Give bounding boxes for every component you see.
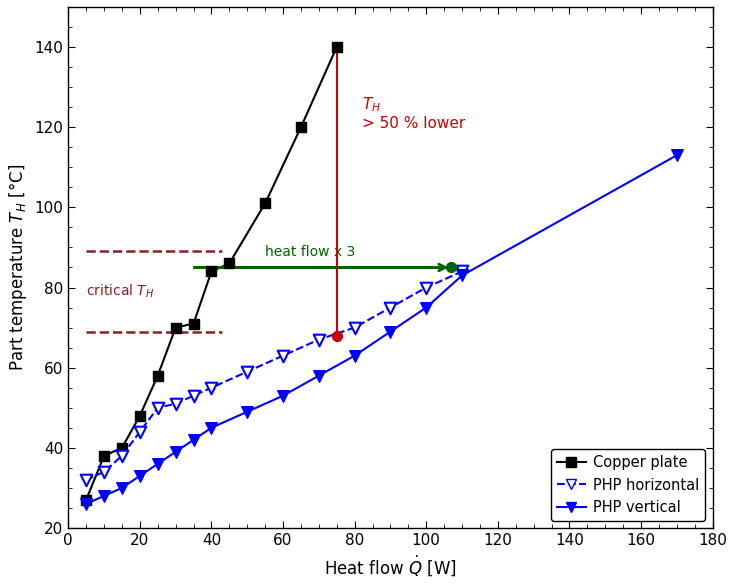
Point (188, 391, 200, 400)
Point (188, 319, 200, 328)
Point (223, 259, 235, 268)
Point (116, 483, 128, 493)
Point (206, 267, 217, 276)
Point (277, 391, 289, 400)
Point (295, 122, 307, 132)
Point (98, 451, 110, 460)
Point (134, 471, 146, 480)
Point (98, 491, 110, 501)
Point (206, 383, 217, 393)
Point (152, 459, 164, 469)
Point (385, 303, 396, 312)
Point (385, 327, 396, 336)
Point (116, 451, 128, 460)
Point (349, 351, 360, 360)
Point (456, 271, 468, 280)
Point (80, 499, 92, 508)
Y-axis label: Part temperature $T_H$ [°C]: Part temperature $T_H$ [°C] (7, 164, 29, 371)
Text: critical $T_H$: critical $T_H$ (86, 283, 155, 300)
Point (80, 475, 92, 484)
Point (152, 371, 164, 380)
Point (116, 443, 128, 453)
Point (456, 267, 468, 276)
Point (170, 399, 181, 408)
Point (313, 371, 324, 380)
Legend: Copper plate, PHP horizontal, PHP vertical: Copper plate, PHP horizontal, PHP vertic… (551, 449, 705, 521)
Point (98, 467, 110, 477)
Point (331, 42, 343, 51)
Text: heat flow x 3: heat flow x 3 (265, 246, 355, 260)
Point (349, 323, 360, 332)
Point (421, 303, 432, 312)
Point (331, 331, 343, 340)
Point (259, 199, 271, 208)
Point (134, 411, 146, 421)
Point (446, 263, 457, 272)
Point (170, 323, 181, 332)
Point (671, 150, 683, 160)
Text: $T_H$
> 50 % lower: $T_H$ > 50 % lower (362, 95, 465, 131)
Point (277, 351, 289, 360)
Point (188, 435, 200, 445)
Point (241, 367, 253, 376)
Point (80, 495, 92, 505)
Point (152, 403, 164, 412)
Point (421, 283, 432, 292)
X-axis label: Heat flow $\dot{Q}$ [W]: Heat flow $\dot{Q}$ [W] (324, 553, 457, 578)
Point (206, 423, 217, 432)
Point (313, 335, 324, 345)
Point (241, 407, 253, 417)
Point (134, 427, 146, 436)
Point (170, 447, 181, 456)
